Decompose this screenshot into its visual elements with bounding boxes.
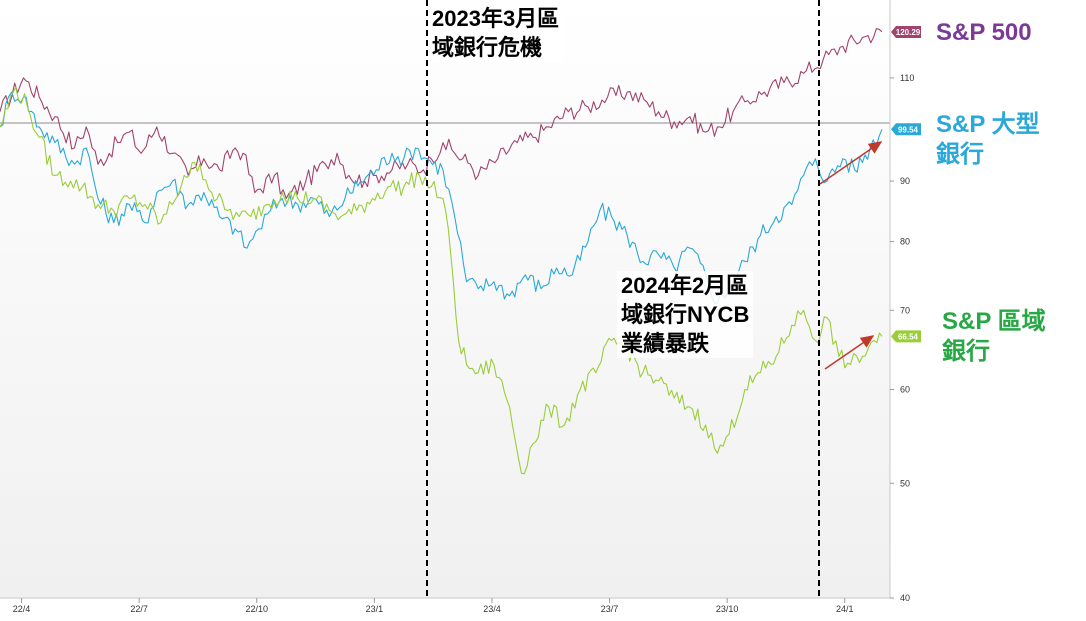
last-value-badge-sp500: 120.29: [891, 25, 921, 38]
x-tick-label: 24/1: [836, 604, 854, 614]
x-tick-label: 23/1: [366, 604, 384, 614]
regional-banks-trend-arrow: [824, 335, 875, 370]
x-tick-label: 22/10: [245, 604, 268, 614]
last-value-badge-big-banks: 99.54: [891, 123, 921, 136]
badge-shape: [891, 25, 921, 38]
y-tick-label: 60: [900, 385, 910, 395]
annotation-2024-february: 2024年2月區 域銀行NYCB 業績暴跌: [617, 271, 754, 358]
y-tick-label: 50: [900, 478, 910, 488]
x-tick-label: 23/7: [601, 604, 619, 614]
sp500-line: [0, 28, 883, 200]
y-tick-label: 110: [900, 73, 914, 83]
y-tick-label: 70: [900, 305, 910, 315]
y-tick-label: 90: [900, 176, 910, 186]
y-tick-label: 40: [900, 593, 910, 603]
legend-sp500: S&P 500: [936, 19, 1032, 46]
x-tick-label: 23/10: [716, 604, 739, 614]
badge-value: 99.54: [898, 125, 919, 134]
plot-background: [0, 0, 890, 598]
legend-big-banks: S&P 大型 銀行: [936, 111, 1040, 168]
badge-value: 120.29: [896, 28, 921, 37]
x-tick-label: 22/4: [13, 604, 31, 614]
annotation-2023-march: 2023年3月區 域銀行危機: [428, 4, 564, 62]
x-tick-label: 23/4: [483, 604, 501, 614]
legend-regional-banks: S&P 區域 銀行: [942, 308, 1046, 365]
big-banks-trend-arrow: [819, 141, 883, 185]
regional-banks-line: [0, 86, 883, 475]
last-value-badge-regional-banks: 66.54: [891, 330, 921, 343]
y-tick-label: 80: [900, 237, 910, 247]
badge-shape: [891, 123, 921, 136]
x-tick-label: 22/7: [130, 604, 148, 614]
badge-shape: [891, 330, 921, 343]
badge-value: 66.54: [898, 332, 919, 341]
